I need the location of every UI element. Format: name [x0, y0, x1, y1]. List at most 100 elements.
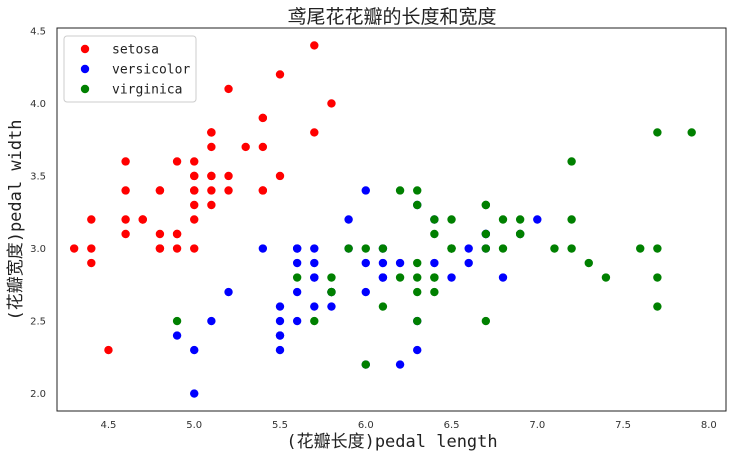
- data-point-versicolor: [292, 258, 302, 268]
- data-point-virginica: [310, 316, 319, 326]
- legend-label-virginica: virginica: [112, 83, 182, 98]
- data-point-virginica: [327, 287, 336, 297]
- data-point-virginica: [413, 186, 422, 195]
- data-point-versicolor: [327, 302, 336, 311]
- x-tick-label: 5.0: [186, 420, 202, 431]
- data-point-virginica: [481, 244, 491, 253]
- legend-label-versicolor: versicolor: [112, 63, 190, 78]
- x-tick-label: 7.5: [615, 420, 631, 431]
- data-point-versicolor: [464, 258, 473, 268]
- data-point-setosa: [190, 215, 199, 224]
- data-point-virginica: [361, 360, 370, 369]
- data-point-setosa: [190, 244, 199, 253]
- y-tick-label: 4.0: [30, 99, 46, 110]
- data-point-versicolor: [207, 316, 216, 326]
- x-tick-label: 5.5: [272, 420, 288, 431]
- data-point-versicolor: [395, 360, 405, 369]
- data-point-versicolor: [275, 345, 285, 355]
- data-point-setosa: [155, 229, 165, 239]
- data-point-virginica: [292, 273, 302, 282]
- data-point-setosa: [224, 84, 233, 94]
- data-point-setosa: [172, 229, 182, 239]
- data-point-virginica: [653, 244, 662, 253]
- data-point-versicolor: [275, 302, 285, 311]
- data-point-virginica: [413, 200, 422, 210]
- data-point-virginica: [413, 287, 422, 297]
- data-point-virginica: [447, 215, 456, 224]
- data-point-setosa: [190, 186, 199, 195]
- data-point-versicolor: [310, 302, 319, 311]
- data-point-setosa: [190, 157, 199, 166]
- data-point-virginica: [601, 273, 611, 282]
- data-point-setosa: [87, 244, 96, 253]
- data-point-virginica: [344, 244, 353, 253]
- data-point-setosa: [190, 171, 199, 181]
- data-point-versicolor: [395, 258, 405, 268]
- data-point-virginica: [378, 244, 388, 253]
- data-point-virginica: [395, 186, 405, 195]
- legend-marker-setosa: [80, 44, 90, 54]
- data-point-setosa: [121, 186, 130, 195]
- data-point-versicolor: [275, 316, 285, 326]
- data-point-virginica: [327, 273, 336, 282]
- data-point-versicolor: [172, 331, 182, 340]
- data-point-setosa: [155, 186, 165, 195]
- data-point-virginica: [378, 302, 388, 311]
- data-point-virginica: [430, 229, 439, 239]
- data-point-setosa: [104, 345, 113, 355]
- data-point-virginica: [481, 200, 491, 210]
- data-point-setosa: [121, 229, 130, 239]
- data-point-virginica: [653, 128, 662, 137]
- data-point-versicolor: [224, 287, 233, 297]
- data-point-setosa: [207, 200, 216, 210]
- data-point-virginica: [481, 316, 491, 326]
- data-point-virginica: [550, 244, 559, 253]
- data-point-setosa: [207, 171, 216, 181]
- data-point-setosa: [69, 244, 79, 253]
- x-axis-label: (花瓣长度)pedal length: [286, 432, 497, 452]
- data-point-versicolor: [292, 287, 302, 297]
- data-point-virginica: [172, 316, 182, 326]
- data-point-setosa: [258, 113, 268, 123]
- data-point-virginica: [481, 229, 491, 239]
- data-point-setosa: [138, 215, 147, 224]
- data-point-setosa: [172, 157, 182, 166]
- data-point-setosa: [258, 186, 268, 195]
- data-point-versicolor: [292, 244, 302, 253]
- data-point-versicolor: [378, 258, 388, 268]
- data-point-versicolor: [413, 345, 422, 355]
- data-point-setosa: [207, 186, 216, 195]
- data-point-virginica: [567, 244, 576, 253]
- data-point-setosa: [258, 142, 268, 152]
- y-axis-label: (花瓣宽度)pedal width: [6, 119, 26, 320]
- x-tick-label: 7.0: [529, 420, 545, 431]
- data-point-setosa: [275, 70, 285, 79]
- data-point-virginica: [653, 273, 662, 282]
- data-point-virginica: [567, 215, 576, 224]
- data-point-setosa: [310, 41, 319, 50]
- data-point-versicolor: [361, 186, 370, 195]
- data-point-setosa: [241, 142, 250, 152]
- data-point-setosa: [87, 215, 96, 224]
- data-point-versicolor: [464, 244, 473, 253]
- data-point-versicolor: [378, 273, 388, 282]
- x-tick-label: 4.5: [101, 420, 117, 431]
- data-point-virginica: [498, 215, 508, 224]
- legend: setosa versicolor virginica: [63, 35, 197, 103]
- data-point-setosa: [207, 128, 216, 137]
- legend-box: [63, 35, 197, 103]
- data-point-versicolor: [275, 331, 285, 340]
- data-point-versicolor: [190, 389, 199, 398]
- data-point-setosa: [172, 244, 182, 253]
- y-tick-label: 2.5: [30, 317, 46, 328]
- data-point-versicolor: [533, 215, 542, 224]
- data-point-virginica: [361, 244, 370, 253]
- data-point-versicolor: [361, 287, 370, 297]
- data-point-versicolor: [430, 258, 439, 268]
- data-point-setosa: [155, 244, 165, 253]
- legend-marker-versicolor: [80, 64, 90, 74]
- data-point-virginica: [498, 244, 508, 253]
- data-point-setosa: [327, 99, 336, 108]
- data-point-setosa: [190, 200, 199, 210]
